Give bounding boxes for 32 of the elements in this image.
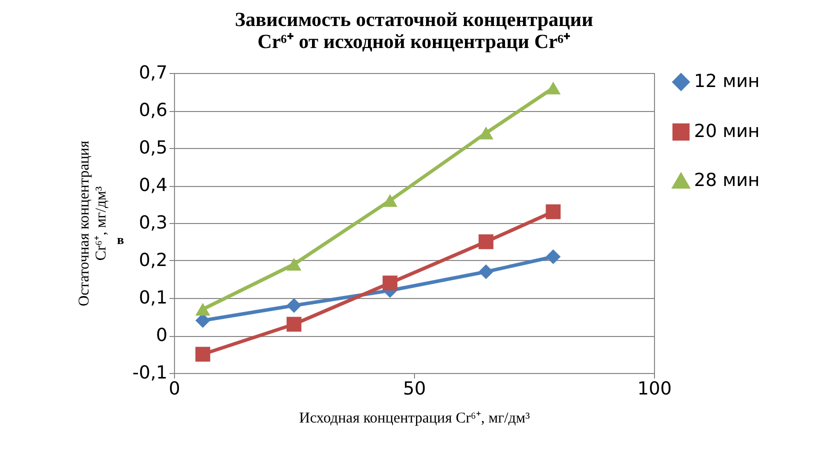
y-tick-label: 0,7 xyxy=(138,62,168,84)
y-tick-label: 0,4 xyxy=(138,175,168,196)
point xyxy=(546,204,561,220)
y-tick-label: -0,1 xyxy=(132,362,168,384)
y-tick-label: 0 xyxy=(156,325,168,346)
chart-title: Зависимость остаточной концентрации Cr⁶⁺ от исходной концентраци Cr⁶⁺ xyxy=(234,9,594,53)
legend-label: 28 мин xyxy=(694,170,760,191)
point xyxy=(478,126,494,140)
y-tick-label: 0,2 xyxy=(138,250,168,271)
point xyxy=(286,258,302,271)
point xyxy=(286,298,302,313)
point xyxy=(382,276,398,290)
point xyxy=(286,316,302,332)
y-tick-label: 0,3 xyxy=(138,212,168,234)
x-axis-title: Исходная концентрация Cr⁶⁺, мг/дм³ xyxy=(299,410,530,426)
legend-label: 20 мин xyxy=(694,121,760,142)
point xyxy=(195,346,210,362)
point xyxy=(546,82,561,94)
point xyxy=(546,249,561,264)
y-axis-title: Остаточная концентрация Cr⁶⁺, мг/дм³ xyxy=(76,140,110,306)
y-tick-label: 0,6 xyxy=(138,100,168,121)
x-tick-label: 0 xyxy=(168,378,180,400)
point xyxy=(195,302,210,316)
y-tick-label: 0,1 xyxy=(138,288,168,308)
point xyxy=(382,194,398,207)
point xyxy=(478,234,494,250)
legend-label: 12 мин xyxy=(694,71,760,92)
point xyxy=(478,264,494,280)
x-tick-label: 100 xyxy=(637,378,672,400)
text: в xyxy=(117,232,124,248)
x-tick-label: 50 xyxy=(403,378,426,400)
y-tick-label: 0,5 xyxy=(138,138,168,158)
